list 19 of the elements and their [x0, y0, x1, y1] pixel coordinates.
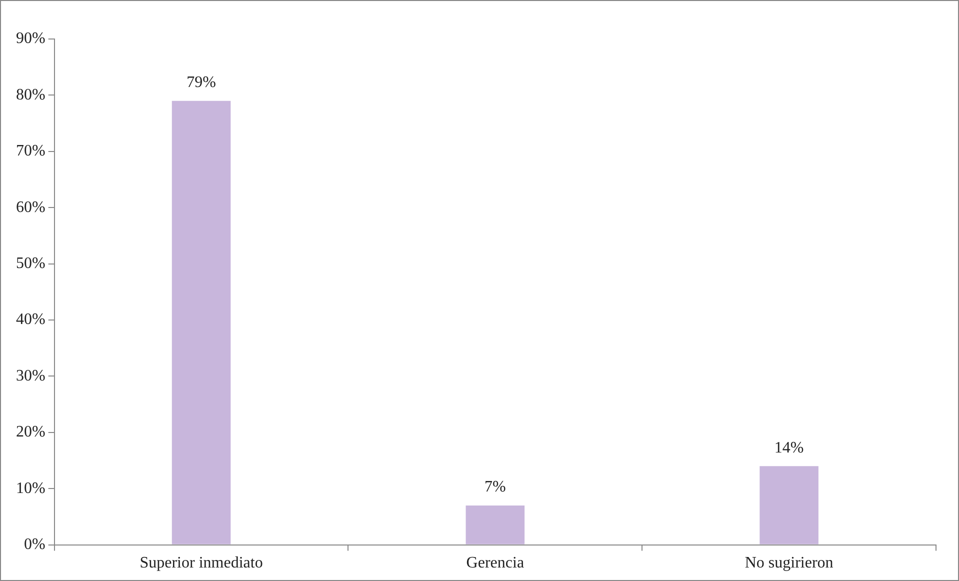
y-tick-label: 90% [16, 30, 46, 48]
bar [172, 100, 231, 544]
x-tick-label: No sugirieron [744, 554, 834, 572]
x-tick-label: Gerencia [466, 554, 524, 572]
y-tick-label: 30% [16, 367, 46, 384]
y-tick-label: 70% [16, 142, 46, 160]
y-tick-label: 10% [16, 480, 46, 497]
y-tick-label: 60% [16, 198, 46, 216]
bar [466, 505, 525, 544]
y-tick-label: 20% [16, 424, 46, 441]
bar [760, 466, 818, 544]
y-tick-label: 0% [24, 536, 46, 554]
y-tick-label: 40% [16, 311, 46, 328]
y-tick-label: 50% [16, 255, 46, 272]
data-label: 14% [774, 439, 804, 456]
data-label: 79% [186, 74, 216, 92]
y-tick-label: 80% [16, 86, 46, 104]
data-label: 7% [484, 478, 506, 496]
x-tick-label: Superior inmediato [140, 554, 263, 572]
